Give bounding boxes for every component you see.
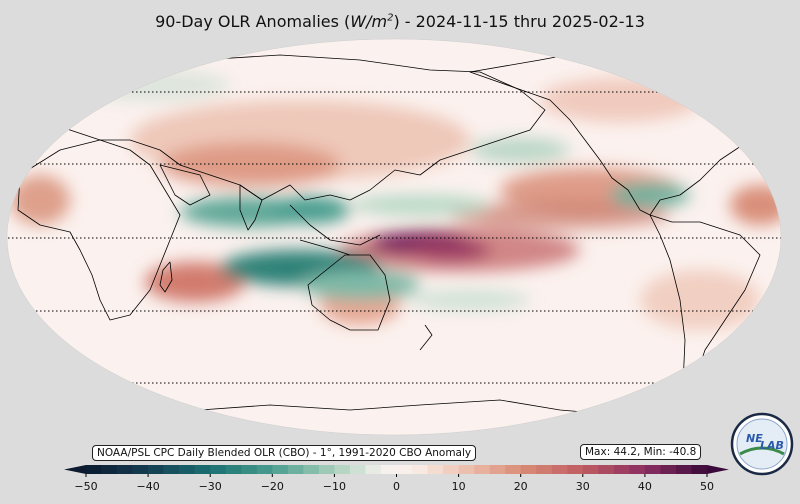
colorbar-tick-label: 30 xyxy=(576,480,590,493)
colorbar-swatch xyxy=(210,465,227,474)
colorbar-swatch xyxy=(691,465,708,474)
colorbar-tick-label: −40 xyxy=(136,480,159,493)
colorbar-swatch xyxy=(287,465,304,474)
colorbar-swatch xyxy=(427,465,444,474)
colorbar-tick-label: 10 xyxy=(452,480,466,493)
globe-outline xyxy=(6,38,782,436)
colorbar-swatch xyxy=(567,465,584,474)
colorbar-tick-label: −20 xyxy=(261,480,284,493)
colorbar-swatch xyxy=(551,465,568,474)
colorbar-swatch xyxy=(272,465,289,474)
colorbar-swatch xyxy=(536,465,553,474)
colorbar-tick-label: 40 xyxy=(638,480,652,493)
colorbar-swatches xyxy=(64,465,729,474)
map-title: 90-Day OLR Anomalies (W/m2) - 2024-11-15… xyxy=(155,12,645,31)
colorbar-swatch xyxy=(598,465,615,474)
colorbar-tick-label: −10 xyxy=(323,480,346,493)
svg-text:LAB: LAB xyxy=(760,439,784,452)
colorbar-tick-label: 20 xyxy=(514,480,528,493)
colorbar-swatch xyxy=(101,465,118,474)
colorbar-swatch xyxy=(613,465,630,474)
colorbar: −50 −40 −30 −20 −10 0 10 20 30 40 50 xyxy=(64,465,729,493)
colorbar-swatch xyxy=(225,465,242,474)
colorbar-swatch xyxy=(458,465,475,474)
colorbar-swatch xyxy=(412,465,428,474)
colorbar-swatch xyxy=(132,465,149,474)
colorbar-swatch xyxy=(256,465,273,474)
colorbar-max-extension xyxy=(707,465,729,474)
colorbar-swatch xyxy=(179,465,195,474)
colorbar-min-extension xyxy=(64,465,86,474)
colorbar-swatch xyxy=(148,465,164,474)
colorbar-swatch xyxy=(380,465,397,474)
colorbar-swatch xyxy=(365,465,382,474)
max-min-stats: Max: 44.2, Min: -40.8 xyxy=(580,444,702,460)
colorbar-swatch xyxy=(474,465,490,474)
colorbar-tick-label: 0 xyxy=(393,480,400,493)
colorbar-tick-label: −50 xyxy=(74,480,97,493)
colorbar-tick-label: 50 xyxy=(700,480,714,493)
colorbar-swatch xyxy=(675,465,692,474)
data-source-note: NOAA/PSL CPC Daily Blended OLR (CBO) - 1… xyxy=(92,445,477,461)
colorbar-swatch xyxy=(489,465,506,474)
nexlab-logo: NE LAB xyxy=(730,412,794,476)
colorbar-swatch xyxy=(349,465,366,474)
colorbar-swatch xyxy=(163,465,180,474)
colorbar-swatch xyxy=(194,465,211,474)
colorbar-swatch xyxy=(644,465,661,474)
colorbar-swatch xyxy=(241,465,258,474)
colorbar-swatch xyxy=(520,465,537,474)
colorbar-swatch xyxy=(117,465,133,474)
colorbar-ticks: −50 −40 −30 −20 −10 0 10 20 30 40 50 xyxy=(74,474,714,493)
colorbar-swatch xyxy=(334,465,351,474)
colorbar-swatch xyxy=(629,465,646,474)
colorbar-swatch xyxy=(660,465,677,474)
colorbar-swatch xyxy=(443,465,459,474)
colorbar-swatch xyxy=(582,465,599,474)
colorbar-swatch xyxy=(303,465,320,474)
colorbar-swatch xyxy=(318,465,335,474)
colorbar-swatch xyxy=(505,465,521,474)
colorbar-swatch xyxy=(86,465,102,474)
colorbar-tick-label: −30 xyxy=(199,480,222,493)
map-field xyxy=(7,39,781,435)
svg-text:NE: NE xyxy=(746,432,763,445)
colorbar-swatch xyxy=(396,465,413,474)
